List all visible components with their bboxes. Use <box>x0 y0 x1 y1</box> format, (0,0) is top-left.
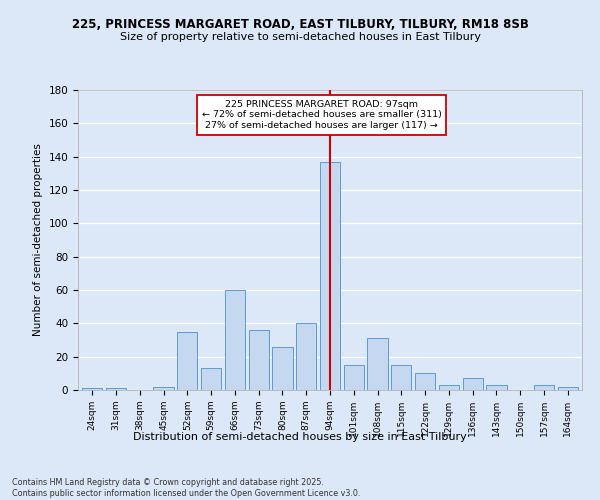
Text: 225 PRINCESS MARGARET ROAD: 97sqm
← 72% of semi-detached houses are smaller (311: 225 PRINCESS MARGARET ROAD: 97sqm ← 72% … <box>202 100 442 130</box>
Bar <box>367 338 388 390</box>
Bar <box>320 162 340 390</box>
Bar <box>534 385 554 390</box>
Bar <box>344 365 364 390</box>
Text: 225, PRINCESS MARGARET ROAD, EAST TILBURY, TILBURY, RM18 8SB: 225, PRINCESS MARGARET ROAD, EAST TILBUR… <box>71 18 529 30</box>
Bar <box>439 385 459 390</box>
Bar <box>106 388 126 390</box>
Text: Contains HM Land Registry data © Crown copyright and database right 2025.
Contai: Contains HM Land Registry data © Crown c… <box>12 478 361 498</box>
Bar <box>248 330 269 390</box>
Bar <box>272 346 293 390</box>
Bar <box>391 365 412 390</box>
Bar <box>557 386 578 390</box>
Text: Distribution of semi-detached houses by size in East Tilbury: Distribution of semi-detached houses by … <box>133 432 467 442</box>
Bar <box>177 332 197 390</box>
Bar <box>415 374 435 390</box>
Bar <box>296 324 316 390</box>
Bar <box>463 378 483 390</box>
Bar <box>154 386 173 390</box>
Y-axis label: Number of semi-detached properties: Number of semi-detached properties <box>33 144 43 336</box>
Bar <box>201 368 221 390</box>
Bar <box>487 385 506 390</box>
Bar <box>225 290 245 390</box>
Text: Size of property relative to semi-detached houses in East Tilbury: Size of property relative to semi-detach… <box>119 32 481 42</box>
Bar <box>82 388 103 390</box>
